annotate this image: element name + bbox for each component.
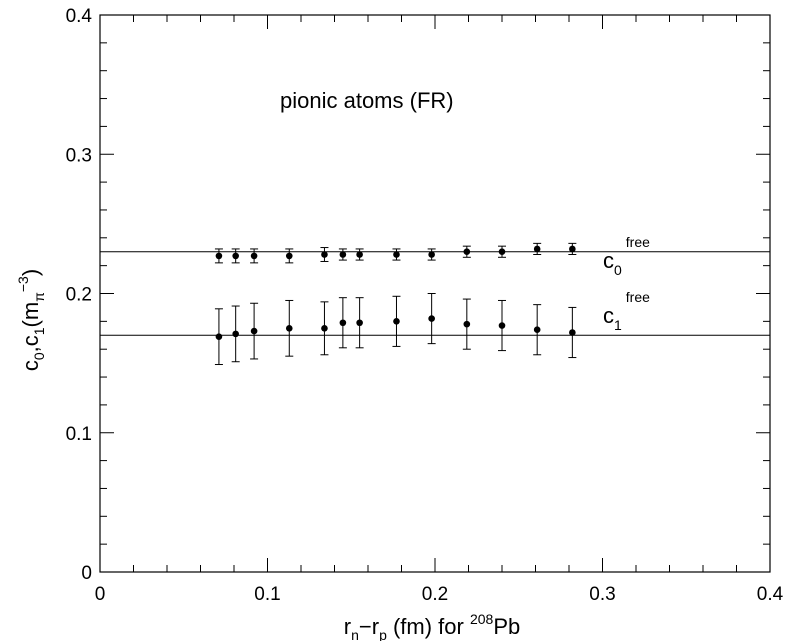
x-tick-label: 0.2 xyxy=(422,584,448,605)
x-tick-label: 0.3 xyxy=(589,584,615,605)
plot-layer: 0 0.1 0.2 0.3 0.4 0 0.1 0.2 0.3 0.4 xyxy=(66,6,784,605)
y-tick-label: 0 xyxy=(81,563,92,584)
data-point-series-0 xyxy=(321,251,328,258)
data-point-series-0 xyxy=(428,251,435,258)
data-point-series-0 xyxy=(498,248,506,256)
data-point-series-1 xyxy=(215,333,223,340)
data-point-series-1 xyxy=(533,326,541,334)
data-point-series-0 xyxy=(215,252,223,260)
y-tick-label: 0.1 xyxy=(66,424,92,445)
data-point-series-1 xyxy=(569,329,576,336)
data-point-series-0 xyxy=(533,245,541,253)
y-tick-label: 0.3 xyxy=(66,145,92,166)
x-tick-label: 0.4 xyxy=(757,584,784,605)
y-axis-label: c0,c1(mπ−3) xyxy=(15,269,47,371)
data-point-series-0 xyxy=(569,245,576,253)
data-point-series-0 xyxy=(393,251,400,258)
data-point-series-1 xyxy=(356,319,363,327)
data-point-series-1 xyxy=(393,318,400,325)
ref-label-c1-sup: free xyxy=(626,289,650,305)
x-axis-label: rn−rp (fm) for 208Pb xyxy=(344,611,521,641)
ref-label-c0: c0free xyxy=(603,234,650,278)
data-point-series-0 xyxy=(463,248,471,256)
data-point-series-0 xyxy=(285,252,293,260)
data-point-series-1 xyxy=(339,319,347,327)
ref-label-c1-sub: 1 xyxy=(614,317,622,333)
chart-annotation: pionic atoms (FR) xyxy=(280,88,454,113)
data-point-series-1 xyxy=(250,327,258,335)
data-point-series-0 xyxy=(232,252,239,260)
ref-label-c0-sub: 0 xyxy=(614,262,622,278)
data-point-series-0 xyxy=(250,252,258,260)
data-point-series-1 xyxy=(428,315,435,322)
data-point-series-1 xyxy=(498,322,506,329)
ref-label-c1: c1free xyxy=(603,289,650,333)
y-tick-label: 0.4 xyxy=(66,6,93,27)
y-tick-label: 0.2 xyxy=(66,285,92,306)
x-tick-label: 0.1 xyxy=(254,584,280,605)
ref-label-c0-main: c xyxy=(603,248,614,273)
ref-label-c0-sup: free xyxy=(626,234,650,250)
data-point-series-1 xyxy=(232,330,239,338)
ref-label-c1-main: c xyxy=(603,303,614,328)
data-point-series-0 xyxy=(339,251,347,258)
data-point-series-1 xyxy=(463,320,471,328)
data-point-series-1 xyxy=(321,325,328,332)
data-point-series-0 xyxy=(356,251,363,258)
data-point-series-1 xyxy=(285,325,293,332)
x-tick-label: 0 xyxy=(95,584,106,605)
